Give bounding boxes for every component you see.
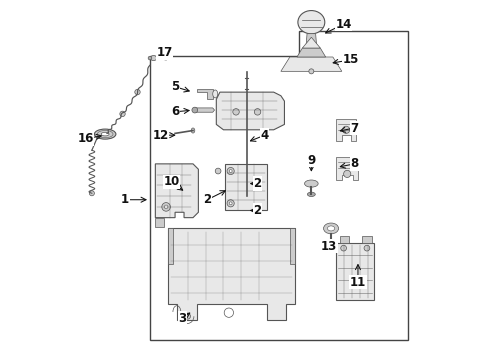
Ellipse shape — [213, 90, 218, 98]
Text: 15: 15 — [343, 53, 359, 66]
Polygon shape — [362, 236, 372, 243]
Polygon shape — [155, 218, 164, 226]
Circle shape — [341, 245, 346, 251]
Circle shape — [343, 126, 350, 134]
Text: 13: 13 — [321, 240, 338, 253]
Polygon shape — [337, 119, 356, 140]
Circle shape — [343, 170, 351, 177]
Polygon shape — [337, 243, 374, 300]
Text: 6: 6 — [171, 105, 179, 118]
Ellipse shape — [327, 239, 335, 244]
Text: 10: 10 — [163, 175, 180, 188]
Circle shape — [215, 168, 221, 174]
Circle shape — [229, 170, 232, 172]
Text: 9: 9 — [307, 154, 316, 167]
Ellipse shape — [95, 129, 116, 139]
Ellipse shape — [304, 180, 318, 187]
Circle shape — [120, 111, 125, 117]
Ellipse shape — [307, 192, 315, 197]
Text: 4: 4 — [261, 129, 269, 142]
Circle shape — [162, 203, 171, 211]
Text: 5: 5 — [171, 80, 179, 93]
Circle shape — [254, 109, 261, 115]
Polygon shape — [337, 157, 358, 180]
Polygon shape — [216, 92, 285, 130]
Polygon shape — [225, 164, 267, 211]
Polygon shape — [168, 228, 173, 264]
Text: 2: 2 — [253, 204, 262, 217]
Circle shape — [185, 314, 191, 319]
Text: 12: 12 — [152, 129, 169, 142]
Text: 11: 11 — [350, 276, 366, 289]
Circle shape — [164, 205, 168, 209]
Polygon shape — [340, 236, 349, 243]
Ellipse shape — [327, 226, 335, 231]
Circle shape — [192, 107, 197, 113]
Polygon shape — [168, 228, 295, 320]
Text: 3: 3 — [178, 311, 186, 325]
Circle shape — [233, 109, 239, 115]
Polygon shape — [297, 48, 326, 57]
Ellipse shape — [298, 10, 325, 34]
Polygon shape — [281, 57, 342, 71]
Ellipse shape — [323, 223, 339, 234]
Text: 2: 2 — [203, 193, 211, 206]
Polygon shape — [306, 34, 317, 47]
Polygon shape — [302, 37, 320, 48]
Text: 8: 8 — [350, 157, 359, 170]
Ellipse shape — [150, 55, 157, 60]
Polygon shape — [290, 228, 295, 264]
Circle shape — [364, 245, 370, 251]
Polygon shape — [196, 89, 213, 99]
Circle shape — [224, 308, 234, 318]
Text: 14: 14 — [336, 18, 352, 31]
Circle shape — [227, 200, 234, 207]
Polygon shape — [155, 164, 198, 218]
Text: 1: 1 — [121, 193, 129, 206]
Text: 2: 2 — [253, 177, 262, 190]
Circle shape — [309, 69, 314, 74]
Text: 7: 7 — [350, 122, 359, 135]
Circle shape — [148, 56, 152, 60]
Text: 16: 16 — [77, 132, 94, 145]
Circle shape — [89, 191, 95, 196]
Text: 17: 17 — [156, 46, 172, 59]
Circle shape — [229, 202, 232, 205]
Ellipse shape — [191, 128, 195, 133]
Ellipse shape — [101, 132, 109, 136]
Circle shape — [227, 167, 234, 175]
Polygon shape — [195, 108, 215, 112]
Circle shape — [135, 89, 140, 95]
